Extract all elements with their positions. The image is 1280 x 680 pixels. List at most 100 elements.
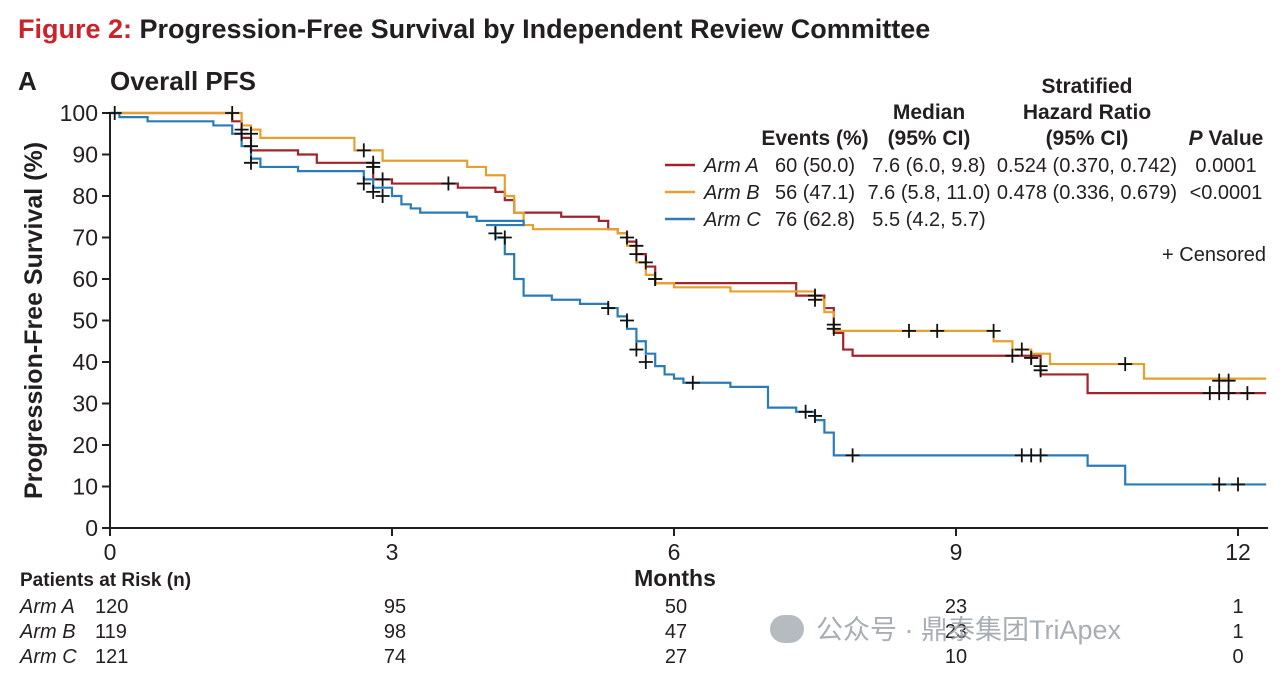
legend-hr: 0.524 (0.370, 0.742)	[997, 155, 1177, 177]
watermark: 公众号 · 鼎泰集团TriApex	[770, 608, 1121, 647]
legend-hr: 0.478 (0.336, 0.679)	[997, 182, 1177, 204]
x-tick-label: 3	[386, 539, 399, 565]
y-tick-label: 50	[72, 308, 98, 334]
header-hr-3: (95% CI)	[1046, 127, 1129, 150]
figure-label: Figure 2:	[18, 14, 133, 44]
censor-mark	[629, 247, 644, 262]
risk-arm-name: Arm C	[20, 646, 77, 668]
censor-mark	[798, 404, 813, 419]
censor-mark	[638, 355, 653, 369]
y-tick-label: 70	[72, 225, 98, 251]
x-tick-label: 9	[950, 539, 963, 565]
header-median: Median	[893, 101, 965, 124]
risk-arm-name: Arm B	[20, 621, 76, 643]
y-tick-label: 10	[72, 474, 98, 500]
header-p-value: P Value	[1189, 127, 1264, 150]
risk-total: 121	[95, 646, 129, 668]
censor-mark	[638, 255, 653, 270]
risk-value: 1	[1232, 596, 1244, 618]
censor-mark	[244, 155, 258, 170]
legend-events: 76 (62.8)	[775, 209, 855, 231]
censor-mark	[808, 288, 822, 303]
legend-median: 7.6 (6.0, 9.8)	[872, 155, 985, 177]
censor-mark	[366, 155, 381, 170]
censor-mark	[1033, 448, 1048, 463]
risk-value: 23	[944, 596, 968, 618]
risk-arm-name: Arm A	[20, 596, 75, 618]
risk-value: 47	[664, 621, 688, 643]
censor-mark	[366, 184, 381, 199]
censor-mark	[986, 323, 1001, 338]
legend-arm-name: Arm B	[703, 182, 760, 204]
header-events: Events (%)	[761, 127, 868, 150]
risk-value: 27	[664, 646, 688, 668]
censor-mark	[225, 106, 240, 120]
figure-title: Figure 2: Progression-Free Survival by I…	[18, 14, 930, 45]
censor-mark	[648, 272, 663, 286]
censor-mark	[629, 342, 644, 357]
x-axis-label: Months	[634, 565, 716, 591]
risk-value: 1	[1232, 621, 1244, 643]
risk-total: 120	[95, 596, 129, 618]
censored-legend: + Censored	[1162, 244, 1266, 266]
censor-mark	[845, 448, 860, 463]
censor-mark	[1005, 348, 1020, 363]
x-tick-label: 12	[1225, 539, 1251, 565]
y-tick-label: 100	[60, 100, 98, 126]
header-hr-1: Stratified	[1041, 75, 1132, 98]
censor-mark	[488, 226, 503, 241]
censored-legend-text: + Censored	[1162, 244, 1266, 266]
series-line-1	[110, 111, 1267, 395]
censor-mark	[826, 317, 841, 332]
legend-arm-name: Arm A	[703, 155, 759, 177]
legend-p-value: 0.0001	[1195, 155, 1256, 177]
risk-value: 95	[383, 596, 407, 618]
header-median-ci: (95% CI)	[888, 127, 971, 150]
legend-arm-name: Arm C	[703, 209, 761, 231]
watermark-text: 公众号 · 鼎泰集团TriApex	[816, 615, 1122, 645]
y-tick-label: 20	[72, 432, 98, 458]
y-tick-label: 90	[72, 142, 98, 168]
censor-mark	[1024, 350, 1039, 365]
series-line-2	[110, 111, 1267, 380]
risk-value: 0	[1232, 646, 1244, 668]
y-tick-label: 30	[72, 391, 98, 417]
risk-value: 50	[664, 596, 688, 618]
censor-mark	[356, 143, 371, 158]
censor-mark	[620, 230, 634, 245]
x-tick-label: 0	[104, 539, 117, 565]
y-tick-label: 0	[85, 515, 98, 541]
risk-value: 10	[944, 646, 968, 668]
wechat-icon	[770, 615, 804, 643]
censor-mark	[356, 176, 371, 191]
censor-mark	[1231, 477, 1245, 492]
x-tick-label: 6	[668, 539, 681, 565]
censor-mark	[1118, 357, 1133, 372]
axes: 0 10 20 30 40 50 60 70 80 90 100 0 3 6 9 12 Months Progre…	[20, 100, 1268, 591]
censor-mark	[1221, 386, 1236, 401]
legend-events: 60 (50.0)	[775, 155, 855, 177]
censor-mark	[808, 408, 822, 423]
y-tick-label: 80	[72, 183, 98, 209]
risk-value: 74	[383, 646, 407, 668]
censor-mark	[620, 313, 634, 328]
series-line-3	[110, 111, 1267, 486]
censor-mark	[375, 172, 390, 187]
panel-title: Overall PFS	[110, 66, 256, 96]
censor-mark	[497, 230, 512, 245]
legend-p-value: <0.0001	[1190, 182, 1263, 204]
legend-median: 7.6 (5.8, 11.0)	[867, 182, 990, 204]
y-tick-label: 40	[72, 349, 98, 375]
censor-mark	[930, 323, 945, 338]
censor-mark	[1033, 359, 1048, 374]
series-layer	[107, 106, 1267, 492]
risk-value: 98	[383, 621, 407, 643]
y-tick-label: 60	[72, 266, 98, 292]
censor-mark	[1014, 342, 1029, 357]
stats-table: Events (%) Median (95% CI) Stratified Hazard…	[665, 75, 1263, 231]
censor-mark	[685, 375, 700, 390]
censor-mark	[601, 301, 616, 316]
censor-mark	[1212, 477, 1227, 492]
censor-mark	[375, 189, 390, 203]
